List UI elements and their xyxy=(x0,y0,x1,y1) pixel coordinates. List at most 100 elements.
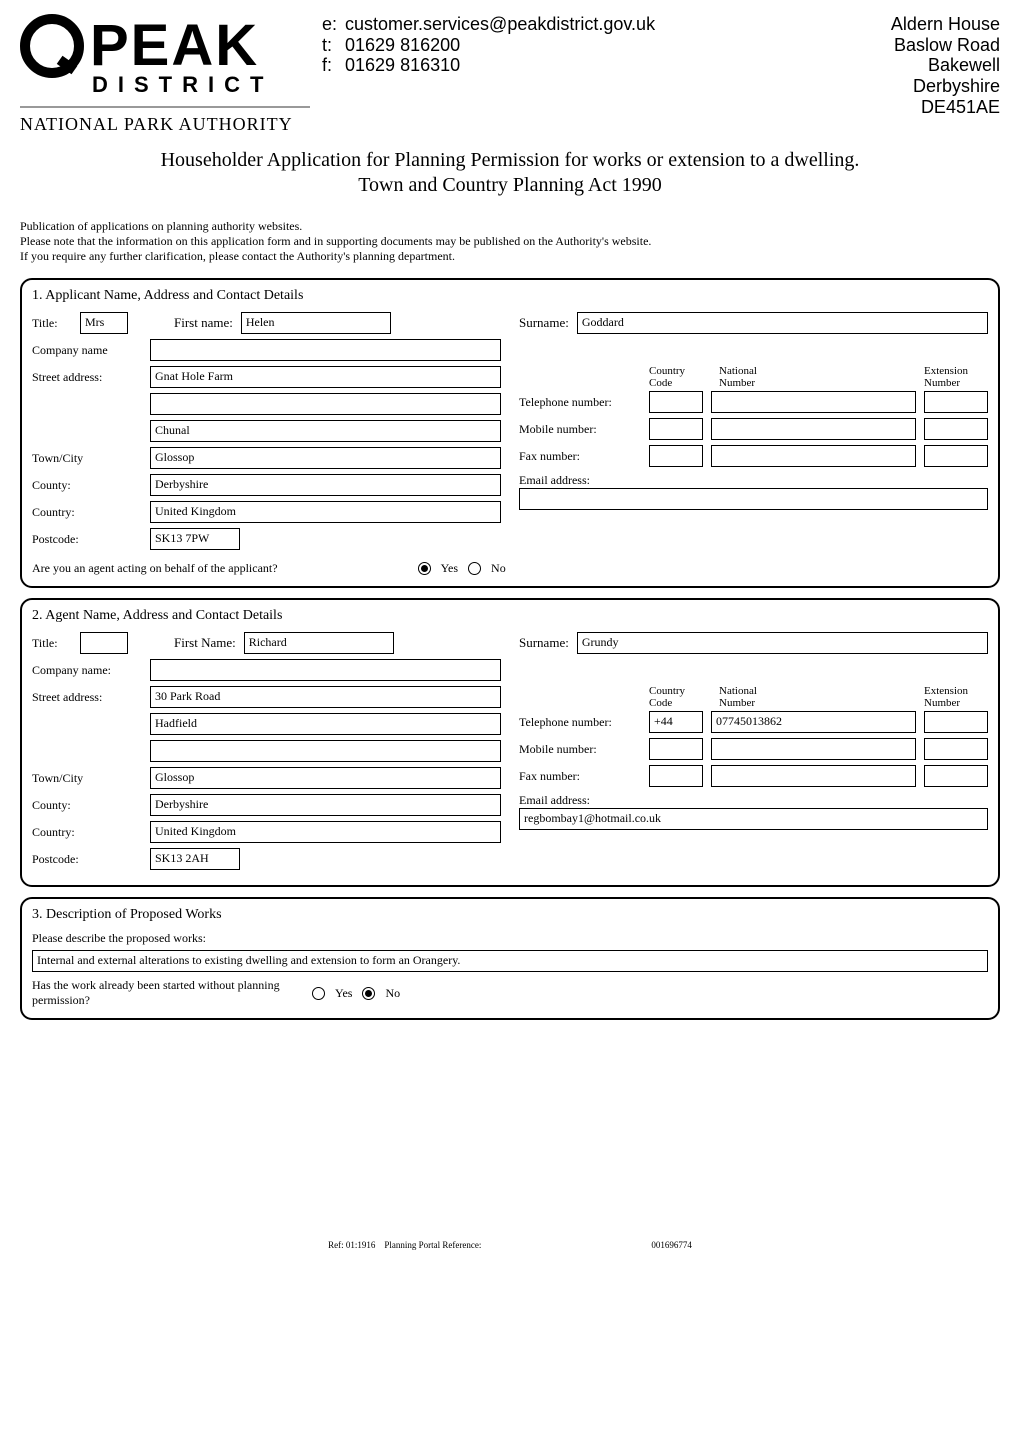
no-label: No xyxy=(385,986,400,1001)
email-prefix: e: xyxy=(322,14,337,35)
applicant-street1-field[interactable]: Gnat Hole Farm xyxy=(150,366,501,388)
mob-label: Mobile number: xyxy=(519,422,641,437)
applicant-country-field[interactable]: United Kingdom xyxy=(150,501,501,523)
agent-tel-ext-field[interactable] xyxy=(924,711,988,733)
agent-postcode-field[interactable]: SK13 2AH xyxy=(150,848,240,870)
county-label: County: xyxy=(32,478,142,493)
section-heading: 1. Applicant Name, Address and Contact D… xyxy=(32,288,988,304)
postcode-label: Postcode: xyxy=(32,532,142,547)
fax-label: Fax number: xyxy=(519,769,641,784)
applicant-fax-ext-field[interactable] xyxy=(924,445,988,467)
tel-label: Telephone number: xyxy=(519,395,641,410)
agent-country-field[interactable]: United Kingdom xyxy=(150,821,501,843)
fax-label: Fax number: xyxy=(519,449,641,464)
footer-portal-label: Planning Portal Reference: xyxy=(384,1240,481,1250)
yes-label: Yes xyxy=(441,561,458,576)
addr-line: Derbyshire xyxy=(820,76,1000,97)
work-started-yes-radio[interactable] xyxy=(312,987,325,1000)
agent-question: Are you an agent acting on behalf of the… xyxy=(32,561,278,576)
fax-prefix: f: xyxy=(322,55,337,76)
applicant-fax-cc-field[interactable] xyxy=(649,445,703,467)
agent-mob-cc-field[interactable] xyxy=(649,738,703,760)
work-started-no-radio[interactable] xyxy=(362,987,375,1000)
agent-fax-cc-field[interactable] xyxy=(649,765,703,787)
applicant-surname-field[interactable]: Goddard xyxy=(577,312,988,334)
note-line: Publication of applications on planning … xyxy=(20,219,1000,234)
yes-label: Yes xyxy=(335,986,352,1001)
applicant-fax-nn-field[interactable] xyxy=(711,445,916,467)
agent-tel-nn-field[interactable]: 07745013862 xyxy=(711,711,916,733)
company-label: Company name xyxy=(32,343,142,358)
agent-street3-field[interactable] xyxy=(150,740,501,762)
agent-town-field[interactable]: Glossop xyxy=(150,767,501,789)
applicant-company-field[interactable] xyxy=(150,339,501,361)
email-label: Email address: xyxy=(519,793,641,808)
works-prompt: Please describe the proposed works: xyxy=(32,931,988,946)
address-block: Aldern House Baslow Road Bakewell Derbys… xyxy=(820,14,1000,117)
agent-county-field[interactable]: Derbyshire xyxy=(150,794,501,816)
applicant-tel-nn-field[interactable] xyxy=(711,391,916,413)
tel-prefix: t: xyxy=(322,35,337,56)
applicant-email-field[interactable] xyxy=(519,488,988,510)
agent-fax-nn-field[interactable] xyxy=(711,765,916,787)
logo-block: PEAK DISTRICT NATIONAL PARK AUTHORITY xyxy=(20,14,310,135)
applicant-mob-ext-field[interactable] xyxy=(924,418,988,440)
proposed-works-field[interactable]: Internal and external alterations to exi… xyxy=(32,950,988,972)
contact-block: e: t: f: customer.services@peakdistrict.… xyxy=(322,14,808,76)
footer-ref: Ref: 01:1916 xyxy=(328,1240,375,1250)
section-heading: 2. Agent Name, Address and Contact Detai… xyxy=(32,608,988,624)
company-label: Company name: xyxy=(32,663,142,678)
logo-q-icon xyxy=(20,14,84,78)
first-name-label: First name: xyxy=(174,315,233,331)
applicant-title-field[interactable]: Mrs xyxy=(80,312,128,334)
agent-surname-field[interactable]: Grundy xyxy=(577,632,988,654)
agent-first-name-field[interactable]: Richard xyxy=(244,632,394,654)
section-works: 3. Description of Proposed Works Please … xyxy=(20,897,1000,1020)
agent-street2-field[interactable]: Hadfield xyxy=(150,713,501,735)
authority-name: NATIONAL PARK AUTHORITY xyxy=(20,114,310,135)
note-line: Please note that the information on this… xyxy=(20,234,1000,249)
footer-portal-ref: 001696774 xyxy=(651,1240,692,1250)
publication-notes: Publication of applications on planning … xyxy=(20,219,1000,264)
section-applicant: 1. Applicant Name, Address and Contact D… xyxy=(20,278,1000,588)
county-label: County: xyxy=(32,798,142,813)
agent-title-field[interactable] xyxy=(80,632,128,654)
surname-label: Surname: xyxy=(519,635,569,651)
agent-company-field[interactable] xyxy=(150,659,501,681)
agent-street1-field[interactable]: 30 Park Road xyxy=(150,686,501,708)
applicant-street2-field[interactable] xyxy=(150,393,501,415)
section-agent: 2. Agent Name, Address and Contact Detai… xyxy=(20,598,1000,887)
agent-fax-ext-field[interactable] xyxy=(924,765,988,787)
applicant-street3-field[interactable]: Chunal xyxy=(150,420,501,442)
contact-tel: 01629 816200 xyxy=(345,35,655,56)
email-label: Email address: xyxy=(519,473,641,488)
applicant-mob-cc-field[interactable] xyxy=(649,418,703,440)
agent-email-field[interactable]: regbombay1@hotmail.co.uk xyxy=(519,808,988,830)
agent-no-radio[interactable] xyxy=(468,562,481,575)
work-started-question: Has the work already been started withou… xyxy=(32,978,302,1008)
addr-line: Bakewell xyxy=(820,55,1000,76)
applicant-first-name-field[interactable]: Helen xyxy=(241,312,391,334)
no-label: No xyxy=(491,561,506,576)
country-label: Country: xyxy=(32,825,142,840)
applicant-town-field[interactable]: Glossop xyxy=(150,447,501,469)
logo-divider xyxy=(20,106,310,108)
contact-fax: 01629 816310 xyxy=(345,55,655,76)
postcode-label: Postcode: xyxy=(32,852,142,867)
street-label: Street address: xyxy=(32,370,142,385)
applicant-county-field[interactable]: Derbyshire xyxy=(150,474,501,496)
applicant-postcode-field[interactable]: SK13 7PW xyxy=(150,528,240,550)
agent-mob-nn-field[interactable] xyxy=(711,738,916,760)
agent-yes-radio[interactable] xyxy=(418,562,431,575)
country-label: Country: xyxy=(32,505,142,520)
addr-line: Baslow Road xyxy=(820,35,1000,56)
logo-peak-text: PEAK xyxy=(90,17,259,75)
agent-mob-ext-field[interactable] xyxy=(924,738,988,760)
applicant-tel-ext-field[interactable] xyxy=(924,391,988,413)
applicant-tel-cc-field[interactable] xyxy=(649,391,703,413)
agent-tel-cc-field[interactable]: +44 xyxy=(649,711,703,733)
applicant-mob-nn-field[interactable] xyxy=(711,418,916,440)
section-heading: 3. Description of Proposed Works xyxy=(32,907,988,923)
form-title: Householder Application for Planning Per… xyxy=(20,149,1000,172)
first-name-label: First Name: xyxy=(174,635,236,651)
